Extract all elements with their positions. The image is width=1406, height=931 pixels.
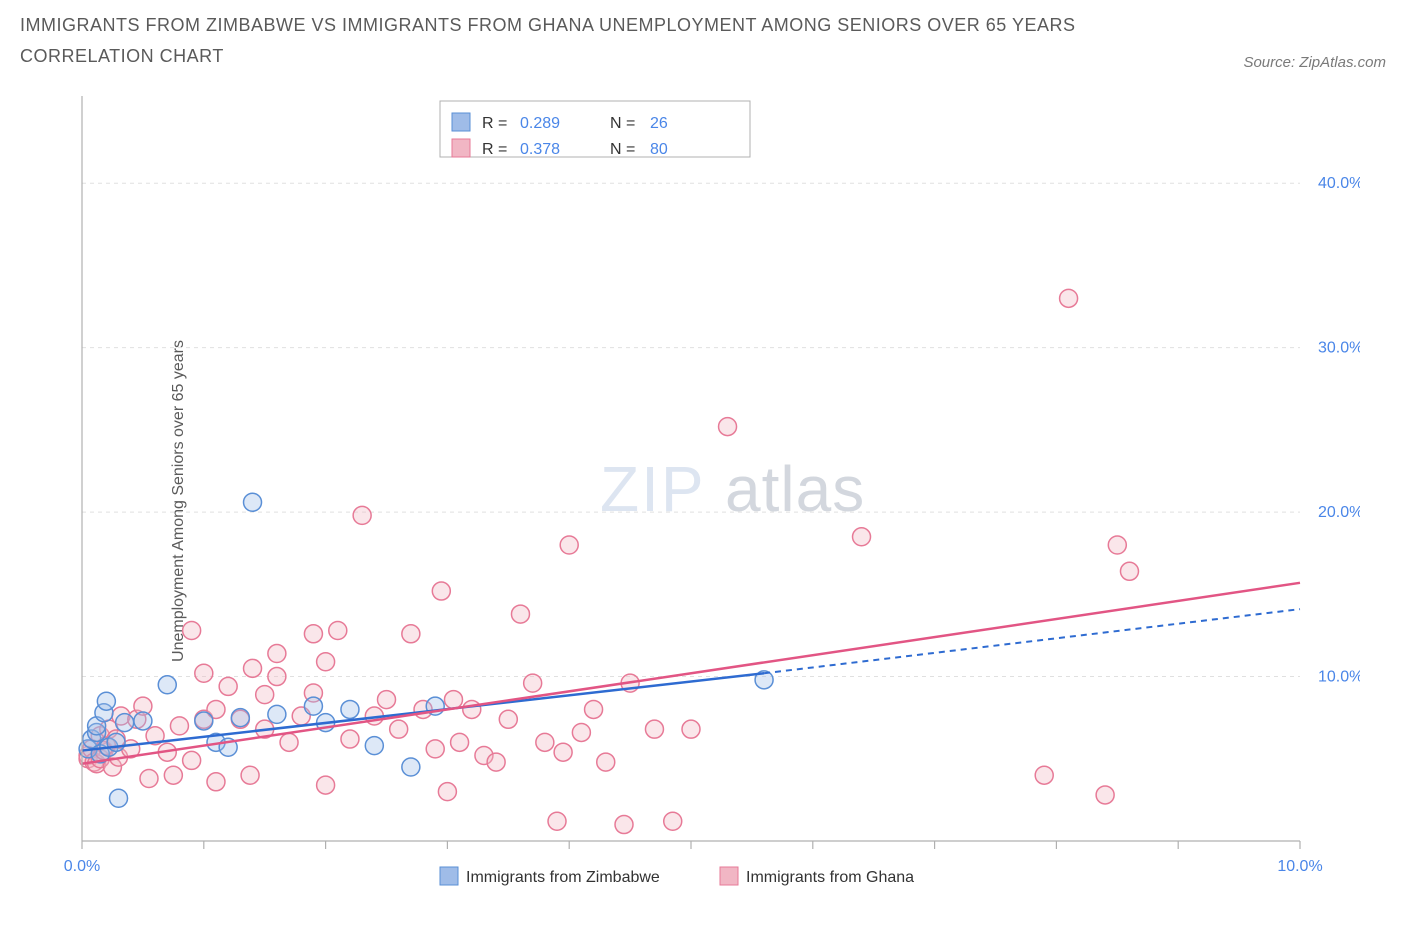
data-point [329, 622, 347, 640]
data-point [1108, 536, 1126, 554]
data-point [402, 758, 420, 776]
chart-source: Source: ZipAtlas.com [1243, 54, 1386, 71]
data-point [134, 712, 152, 730]
legend-swatch [720, 867, 738, 885]
data-point [487, 753, 505, 771]
stats-label: R = [482, 115, 507, 132]
stats-r-value: 0.378 [520, 141, 560, 158]
data-point [560, 536, 578, 554]
scatter-plot: 10.0% 20.0% 30.0% 40.0% ZIP atlas 0.0% 10.0% R =… [60, 81, 1360, 891]
data-point [353, 507, 371, 525]
data-point [268, 645, 286, 663]
data-point [183, 622, 201, 640]
data-point [241, 766, 259, 784]
stats-label: N = [610, 141, 635, 158]
data-point [664, 812, 682, 830]
data-point [341, 730, 359, 748]
data-point [572, 724, 590, 742]
data-point [432, 582, 450, 600]
x-tick-label: 10.0% [1277, 858, 1322, 875]
data-point [402, 625, 420, 643]
data-point [682, 720, 700, 738]
data-point [195, 664, 213, 682]
data-point [244, 660, 262, 678]
data-point [390, 720, 408, 738]
data-point [1035, 766, 1053, 784]
data-point [548, 812, 566, 830]
legend-swatch [452, 113, 470, 131]
data-point [1060, 290, 1078, 308]
data-point [1096, 786, 1114, 804]
data-point [97, 692, 115, 710]
data-point [304, 697, 322, 715]
data-point [219, 678, 237, 696]
legend-label: Immigrants from Zimbabwe [466, 869, 660, 886]
data-point [116, 714, 134, 732]
data-point [256, 686, 274, 704]
data-point [438, 783, 456, 801]
data-point [164, 766, 182, 784]
stats-r-value: 0.289 [520, 115, 560, 132]
data-point [597, 753, 615, 771]
data-point [158, 676, 176, 694]
data-point [280, 734, 298, 752]
y-tick-label: 20.0% [1318, 504, 1360, 521]
data-point [853, 528, 871, 546]
data-point [378, 691, 396, 709]
stats-n-value: 80 [650, 141, 668, 158]
data-point [183, 752, 201, 770]
data-point [1120, 562, 1138, 580]
data-point [645, 720, 663, 738]
data-point [244, 493, 262, 511]
data-point [317, 653, 335, 671]
legend-label: Immigrants from Ghana [746, 869, 914, 886]
y-tick-label: 40.0% [1318, 175, 1360, 192]
data-point [170, 717, 188, 735]
data-point [524, 674, 542, 692]
x-tick-label: 0.0% [64, 858, 100, 875]
data-point [268, 668, 286, 686]
data-point [317, 776, 335, 794]
data-point [110, 789, 128, 807]
data-point [231, 709, 249, 727]
data-point [554, 743, 572, 761]
trend-line-extrapolated [764, 609, 1300, 673]
data-point [341, 701, 359, 719]
data-point [511, 605, 529, 623]
data-point [463, 701, 481, 719]
data-point [615, 816, 633, 834]
data-point [207, 773, 225, 791]
y-tick-label: 10.0% [1318, 669, 1360, 686]
data-point [304, 625, 322, 643]
data-point [719, 418, 737, 436]
data-point [195, 712, 213, 730]
data-point [444, 691, 462, 709]
data-point [365, 737, 383, 755]
y-tick-label: 30.0% [1318, 340, 1360, 357]
legend-swatch [452, 139, 470, 157]
watermark: atlas [725, 453, 865, 525]
data-point [536, 734, 554, 752]
data-point [585, 701, 603, 719]
stats-label: R = [482, 141, 507, 158]
watermark: ZIP [600, 453, 706, 525]
data-point [499, 710, 517, 728]
data-point [426, 740, 444, 758]
chart-title: IMMIGRANTS FROM ZIMBABWE VS IMMIGRANTS F… [20, 10, 1120, 71]
legend-swatch [440, 867, 458, 885]
data-point [268, 706, 286, 724]
stats-label: N = [610, 115, 635, 132]
data-point [451, 734, 469, 752]
data-point [140, 770, 158, 788]
stats-n-value: 26 [650, 115, 668, 132]
